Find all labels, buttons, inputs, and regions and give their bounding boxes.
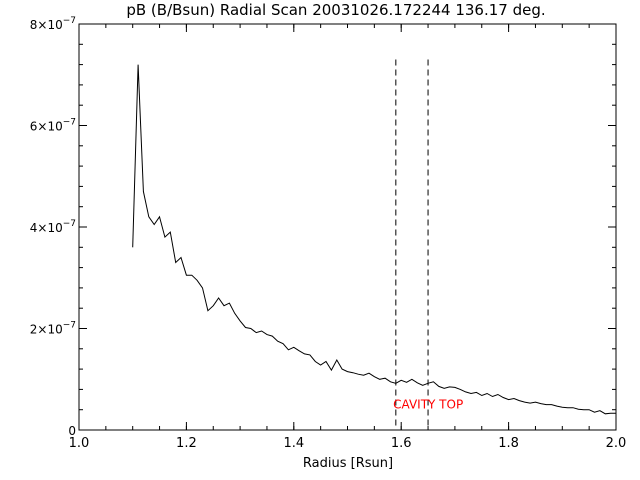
x-axis-label: Radius [Rsun] xyxy=(303,456,393,471)
plot-frame xyxy=(78,23,617,431)
x-tick-label: 1.4 xyxy=(283,436,304,451)
chart-title: pB (B/Bsun) Radial Scan 20031026.172244 … xyxy=(126,1,545,19)
y-tick-label: 0 xyxy=(68,424,76,438)
series-line-0 xyxy=(132,64,616,415)
annotation-layer: CAVITY TOP xyxy=(393,398,463,412)
y-tick-label: 6×10−7 xyxy=(30,118,76,134)
y-tick-label: 2×10−7 xyxy=(30,321,76,337)
marker-layer xyxy=(395,59,429,430)
y-tick-label: 4×10−7 xyxy=(30,219,76,235)
cavity-top-annotation: CAVITY TOP xyxy=(393,398,463,412)
x-tick-label: 1.8 xyxy=(498,436,519,451)
x-tick-label: 2.0 xyxy=(606,436,627,451)
y-axis-ticks: 0 2×10−7 4×10−7 6×10−7 8×10−7 xyxy=(30,16,616,438)
x-tick-label: 1.6 xyxy=(391,436,412,451)
x-tick-label: 1.0 xyxy=(69,436,90,451)
y-tick-label: 8×10−7 xyxy=(30,16,76,32)
x-axis-ticks: 1.0 1.2 1.4 1.6 1.8 2.0 xyxy=(69,24,627,451)
series-layer xyxy=(132,64,616,415)
x-tick-label: 1.2 xyxy=(176,436,197,451)
